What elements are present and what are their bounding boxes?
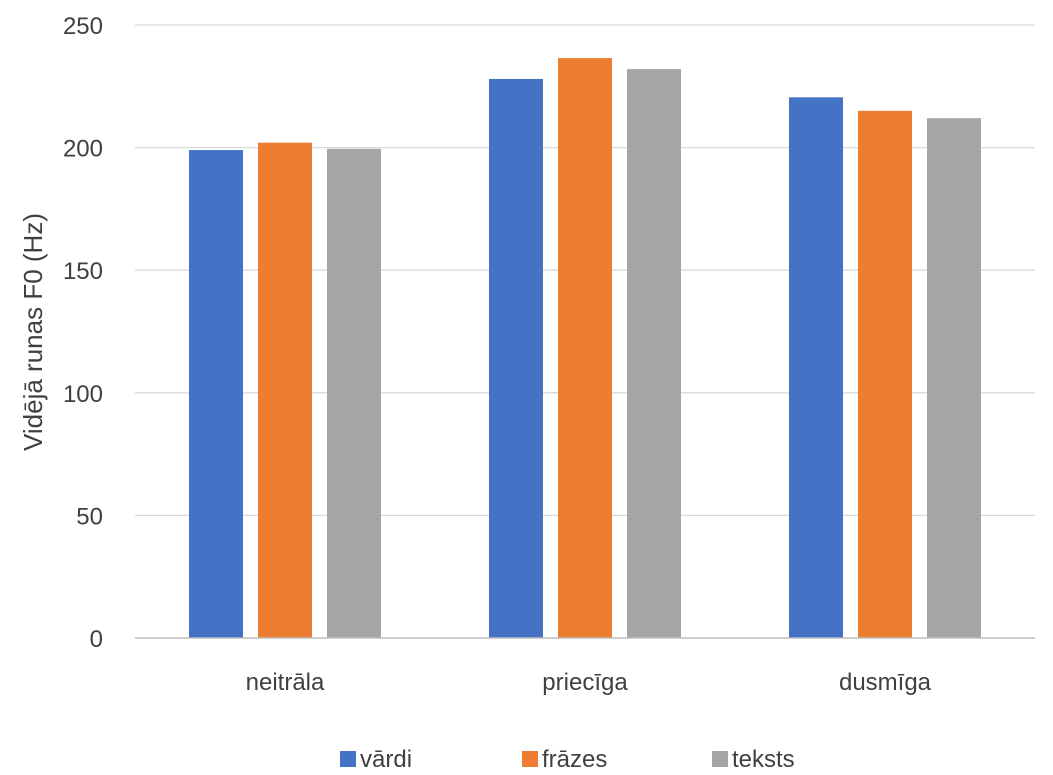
bar-teksts-priecīga <box>627 69 681 639</box>
legend-swatch <box>522 751 538 767</box>
x-tick-label: dusmīga <box>839 669 932 696</box>
legend-item-vārdi: vārdi <box>340 746 412 773</box>
bars <box>189 58 981 639</box>
legend-swatch <box>340 751 356 767</box>
y-tick-label: 50 <box>76 503 103 530</box>
legend-swatch <box>712 751 728 767</box>
legend-label: vārdi <box>360 746 412 773</box>
legend: vārdi frāzes teksts <box>340 746 795 773</box>
bar-vārdi-priecīga <box>489 78 543 639</box>
y-tick-label: 250 <box>63 13 103 40</box>
y-tick-label: 150 <box>63 258 103 285</box>
legend-item-frāzes: frāzes <box>522 746 607 773</box>
bar-vārdi-neitrāla <box>189 150 243 638</box>
x-tick-label: neitrāla <box>246 669 325 696</box>
legend-label: teksts <box>732 746 795 773</box>
y-axis-title: Vidējā runas F0 (Hz) <box>18 213 48 451</box>
bar-frāzes-neitrāla <box>258 142 312 639</box>
bar-teksts-dusmīga <box>927 118 981 638</box>
legend-item-teksts: teksts <box>712 746 795 773</box>
x-tick-labels: neitrāla priecīga dusmīga <box>246 669 932 696</box>
bar-frāzes-dusmīga <box>858 110 912 638</box>
y-tick-label: 100 <box>63 381 103 408</box>
bar-teksts-neitrāla <box>327 148 381 639</box>
bar-frāzes-priecīga <box>558 58 612 639</box>
y-tick-labels: 0 50 100 150 200 250 <box>63 13 103 653</box>
bar-vārdi-dusmīga <box>789 97 843 639</box>
y-tick-label: 200 <box>63 136 103 163</box>
legend-label: frāzes <box>542 746 607 773</box>
y-tick-label: 0 <box>90 626 103 653</box>
x-tick-label: priecīga <box>542 669 628 696</box>
